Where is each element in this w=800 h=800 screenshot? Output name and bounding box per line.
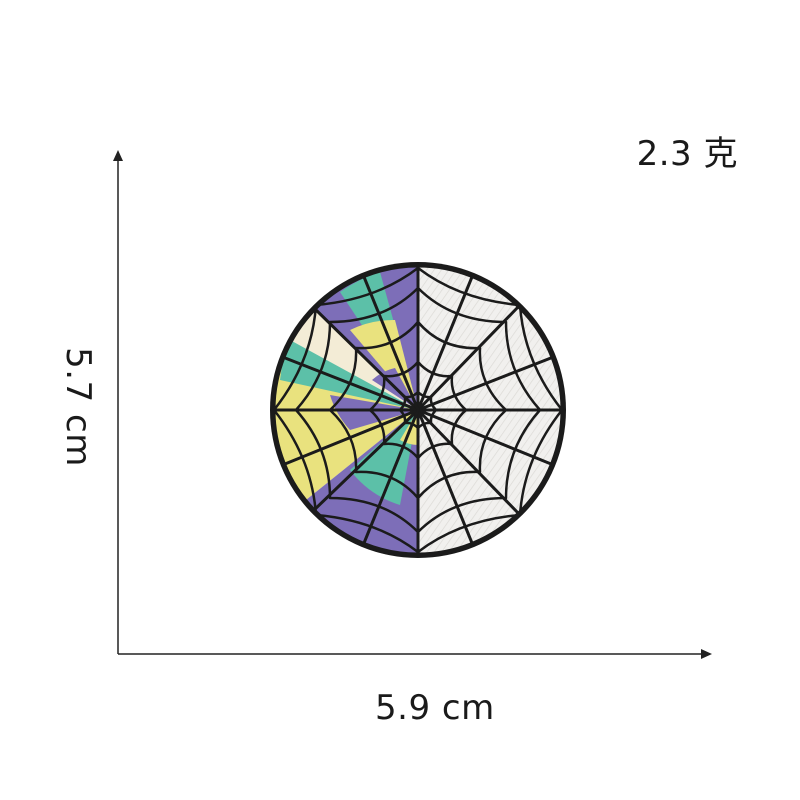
height-dimension-label: 5.7 cm [58, 347, 98, 467]
spider-web-patch [270, 262, 566, 558]
width-dimension-label: 5.9 cm [375, 688, 495, 728]
horizontal-axis-arrow [701, 649, 712, 659]
dimension-axes [113, 150, 712, 659]
vertical-axis-arrow [113, 150, 123, 161]
weight-label: 2.3 克 [636, 134, 738, 174]
